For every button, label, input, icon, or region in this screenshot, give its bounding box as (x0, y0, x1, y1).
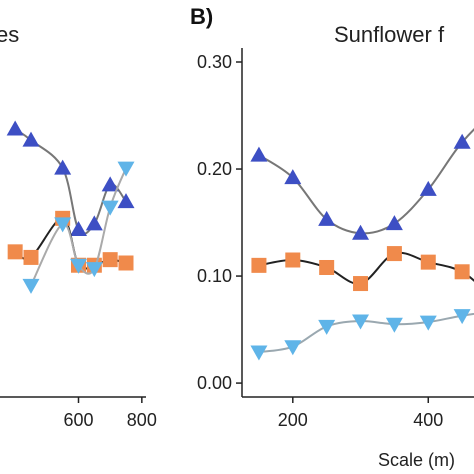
panel-b-data-point (352, 224, 370, 240)
panel-b-data-point (419, 180, 437, 196)
panel-a-data-point (101, 176, 119, 192)
panel-b-y-tick-label: 0.20 (197, 159, 232, 179)
panel-a-data-point (23, 249, 39, 265)
panel-a-data-point (117, 193, 135, 209)
panel-b-data-point (352, 314, 370, 330)
panel-b-data-point (385, 215, 403, 231)
panel-a-data-point (102, 252, 118, 268)
panel-b-x-label: Scale (m) (378, 450, 455, 470)
panel-a-data-point (70, 258, 87, 274)
panel-b-data-point (250, 146, 268, 162)
panel-b-y-tick-label: 0.30 (197, 52, 232, 72)
panel-a-data-point (54, 217, 72, 233)
panel-a-data-point (118, 255, 134, 271)
panel-b-data-point (453, 309, 471, 325)
panel-a-data-point (101, 200, 119, 216)
panel-a-data-point (7, 244, 23, 260)
panel-a-data-point (54, 159, 72, 175)
panel-b-data-point (318, 319, 336, 335)
panel-b: B) Sunflower f 200 400 0.00 0.10 0.20 0.30 Sc… (190, 4, 474, 470)
panel-a-x-tick-label: 600 (63, 410, 93, 430)
panel-b-data-point (453, 133, 471, 149)
panel-b-data-point (419, 315, 437, 331)
panel-a: es 600 800 (0, 22, 157, 430)
panel-b-data-point (386, 246, 402, 262)
panel-b-data-point (284, 169, 302, 185)
panel-b-data-point (353, 276, 369, 292)
panel-a-data-point (22, 278, 40, 294)
panel-a-x-tick-label: 800 (127, 410, 157, 430)
panel-b-series-line (258, 128, 474, 235)
panel-b-y-tick-label: 0.10 (197, 266, 232, 286)
panel-a-data-point (70, 221, 87, 236)
panel-b-x-tick-label: 200 (278, 410, 308, 430)
panel-b-data-point (420, 254, 436, 270)
panel-a-data-point (117, 161, 135, 177)
panel-b-letter: B) (190, 4, 213, 29)
panel-b-data-point (319, 259, 335, 275)
panel-b-data-point (250, 345, 268, 361)
panel-b-data-point (251, 257, 267, 273)
panel-a-data-point (85, 215, 103, 231)
panel-b-data-point (318, 210, 336, 226)
panel-a-data-point (85, 262, 103, 278)
panel-b-data-point (285, 252, 301, 268)
panel-b-title: Sunflower f (334, 22, 445, 47)
panel-b-data-point (385, 317, 403, 333)
panel-a-data-point (22, 131, 40, 147)
panel-a-data-point (6, 120, 24, 136)
panel-b-x-tick-label: 400 (413, 410, 443, 430)
panel-b-data-point (284, 340, 302, 356)
panel-a-title: es (0, 22, 19, 47)
panel-b-data-point (454, 264, 470, 280)
panel-b-y-tick-label: 0.00 (197, 373, 232, 393)
